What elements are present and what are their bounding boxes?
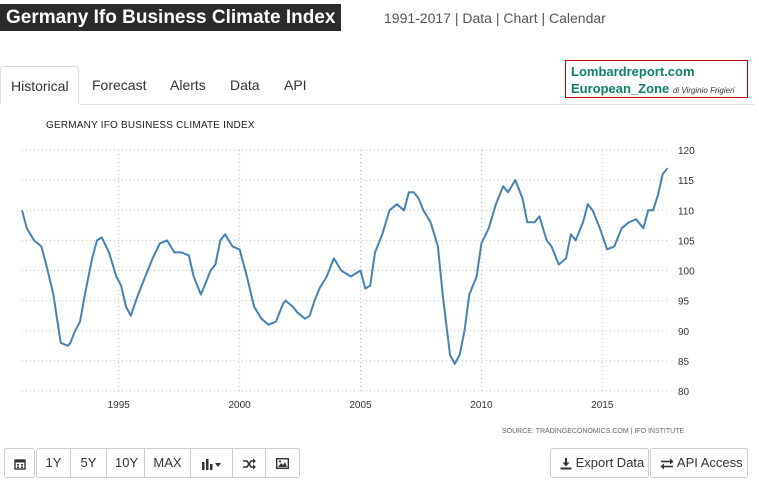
promo-author: di Virginio Frigieri bbox=[672, 86, 735, 95]
page-title: Germany Ifo Business Climate Index bbox=[0, 4, 342, 31]
bar-chart-icon bbox=[201, 458, 221, 470]
y-tick-label: 120 bbox=[678, 146, 695, 157]
calendar-icon bbox=[13, 458, 26, 470]
range-button-max[interactable]: MAX bbox=[145, 449, 191, 477]
series-line-ifo bbox=[21, 167, 669, 365]
tab-historical[interactable]: Historical bbox=[0, 66, 79, 104]
export-data-button[interactable]: Export Data bbox=[550, 448, 649, 478]
download-icon bbox=[560, 457, 572, 470]
x-tick-label: 2010 bbox=[470, 400, 493, 411]
calendar-button[interactable] bbox=[4, 448, 35, 478]
api-access-label: API Access bbox=[676, 455, 743, 470]
image-icon bbox=[276, 458, 289, 470]
chart-grid bbox=[22, 149, 670, 392]
range-button-5y[interactable]: 5Y bbox=[71, 449, 107, 477]
y-tick-label: 90 bbox=[678, 327, 690, 338]
range-button-10y[interactable]: 10Y bbox=[107, 449, 145, 477]
promo-line1: Lombardreport.com bbox=[571, 64, 695, 79]
header-links[interactable]: 1991-2017 | Data | Chart | Calendar bbox=[384, 10, 606, 26]
exchange-icon bbox=[660, 458, 674, 470]
promo-line2: European_Zone bbox=[571, 81, 670, 96]
promo-box[interactable]: Lombardreport.com European_Zone di Virgi… bbox=[565, 60, 748, 98]
x-tick-label: 1995 bbox=[108, 400, 131, 411]
chart-type-button[interactable] bbox=[191, 449, 233, 477]
api-access-button[interactable]: API Access bbox=[650, 448, 748, 478]
x-axis-ticks: 1995 2000 2005 2010 2015 bbox=[108, 400, 614, 411]
x-tick-label: 2015 bbox=[591, 400, 614, 411]
tab-divider bbox=[80, 104, 755, 105]
y-tick-label: 100 bbox=[678, 267, 695, 278]
image-button[interactable] bbox=[266, 449, 299, 477]
x-tick-label: 2005 bbox=[349, 400, 372, 411]
shuffle-icon bbox=[242, 458, 256, 470]
y-tick-label: 80 bbox=[678, 387, 690, 398]
export-data-label: Export Data bbox=[575, 455, 645, 470]
chart-title: GERMANY IFO BUSINESS CLIMATE INDEX bbox=[46, 120, 255, 131]
y-tick-label: 85 bbox=[678, 357, 690, 368]
tab-forecast[interactable]: Forecast bbox=[92, 77, 147, 93]
tab-api[interactable]: API bbox=[284, 77, 307, 93]
y-tick-label: 95 bbox=[678, 297, 690, 308]
tab-alerts[interactable]: Alerts bbox=[170, 77, 206, 93]
y-tick-label: 110 bbox=[678, 206, 694, 217]
range-button-group: 1Y 5Y 10Y MAX bbox=[36, 448, 300, 478]
y-tick-label: 115 bbox=[678, 176, 694, 187]
y-axis-ticks: 80 85 90 95 100 105 110 115 120 bbox=[678, 146, 695, 398]
compare-button[interactable] bbox=[233, 449, 266, 477]
chart-source: SOURCE: TRADINGECONOMICS.COM | IFO INSTI… bbox=[502, 428, 685, 435]
tab-data[interactable]: Data bbox=[230, 77, 260, 93]
range-button-1y[interactable]: 1Y bbox=[37, 449, 71, 477]
y-tick-label: 105 bbox=[678, 236, 695, 247]
x-tick-label: 2000 bbox=[228, 400, 251, 411]
